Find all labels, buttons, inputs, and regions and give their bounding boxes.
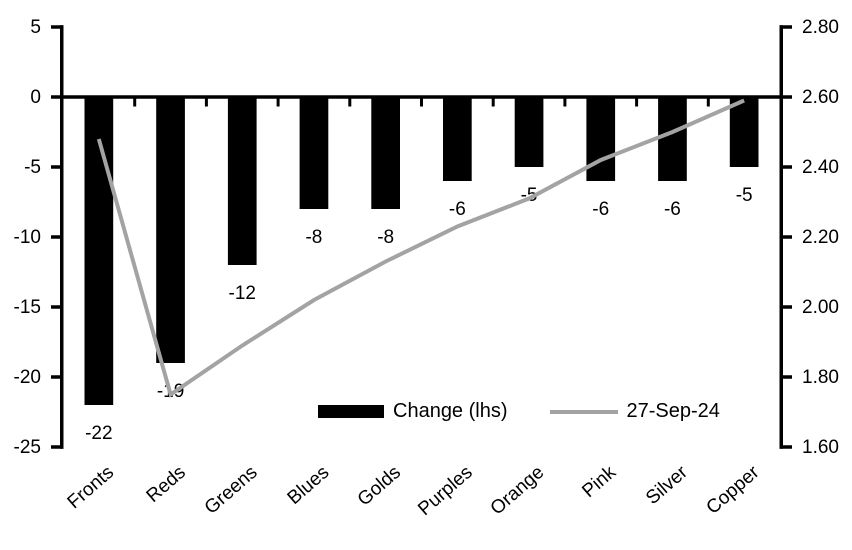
bar-golds	[371, 97, 400, 209]
right-axis-tick-label: 2.40	[802, 157, 839, 178]
y-axis-right: 2.80 2.60 2.40 2.20 2.00 1.80 1.60	[779, 17, 839, 458]
right-axis-tick-label: 2.60	[802, 87, 839, 108]
bar-value-label: -22	[85, 423, 112, 444]
legend-label-change: Change (lhs)	[393, 400, 508, 422]
right-axis-tick-label: 2.20	[802, 227, 839, 248]
bar-greens	[227, 97, 257, 265]
bar-value-label: -6	[449, 199, 466, 220]
bar-fronts	[84, 97, 114, 405]
bar-pink	[586, 97, 616, 181]
category-label-copper: Copper	[703, 461, 764, 518]
left-axis-tick-label: -15	[14, 297, 41, 318]
legend-item-line: 27-Sep-24	[549, 400, 720, 423]
legend-bar-swatch	[318, 405, 384, 418]
bar-value-label: -8	[305, 227, 322, 248]
legend-label-line: 27-Sep-24	[626, 400, 720, 422]
left-axis-tick-label: 0	[30, 87, 41, 108]
category-label-pink: Pink	[578, 462, 620, 502]
right-axis-tick-label: 2.80	[802, 17, 839, 38]
bar-orange	[514, 97, 544, 167]
bar-purples	[443, 97, 472, 181]
right-axis-tick-label: 1.60	[802, 437, 839, 458]
category-label-silver: Silver	[642, 461, 692, 508]
legend: Change (lhs) 27-Sep-24	[318, 400, 720, 423]
left-axis-tick-label: -5	[24, 157, 41, 178]
left-axis-tick-label: -10	[14, 227, 41, 248]
left-axis-tick-label: 5	[30, 17, 41, 38]
bar-value-label: -6	[664, 199, 681, 220]
bar-value-label: -12	[229, 283, 256, 304]
x-axis	[61, 95, 782, 107]
bar-value-label: -8	[377, 227, 394, 248]
category-labels: Fronts Reds Greens Blues Golds Purples Orange P…	[64, 461, 764, 520]
bar-value-label: -6	[592, 199, 609, 220]
bar-series	[84, 97, 759, 405]
bar-silver	[658, 97, 687, 181]
category-label-blues: Blues	[284, 462, 334, 509]
bar-reds	[156, 97, 185, 363]
right-axis-tick-label: 1.80	[802, 367, 839, 388]
category-label-golds: Golds	[354, 462, 405, 510]
legend-line-swatch	[549, 409, 618, 414]
category-label-orange: Orange	[487, 462, 549, 519]
right-axis-tick-label: 2.00	[802, 297, 839, 318]
category-label-purples: Purples	[414, 462, 476, 520]
left-axis-tick-label: -20	[14, 367, 41, 388]
line-series	[96, 98, 745, 398]
category-label-fronts: Fronts	[64, 462, 118, 513]
bar-value-label: -5	[736, 185, 753, 206]
bar-blues	[299, 97, 329, 209]
category-label-reds: Reds	[143, 462, 190, 507]
left-axis-tick-label: -25	[14, 437, 41, 458]
legend-item-change: Change (lhs)	[318, 400, 508, 423]
bar-copper	[729, 97, 759, 167]
bar-value-labels: -22-19-12-8 -8-6-5-6 -6-5	[85, 185, 752, 444]
y-axis-left: 5 0 -5 -10 -15 -20 -25	[14, 17, 64, 458]
category-label-greens: Greens	[201, 462, 262, 519]
